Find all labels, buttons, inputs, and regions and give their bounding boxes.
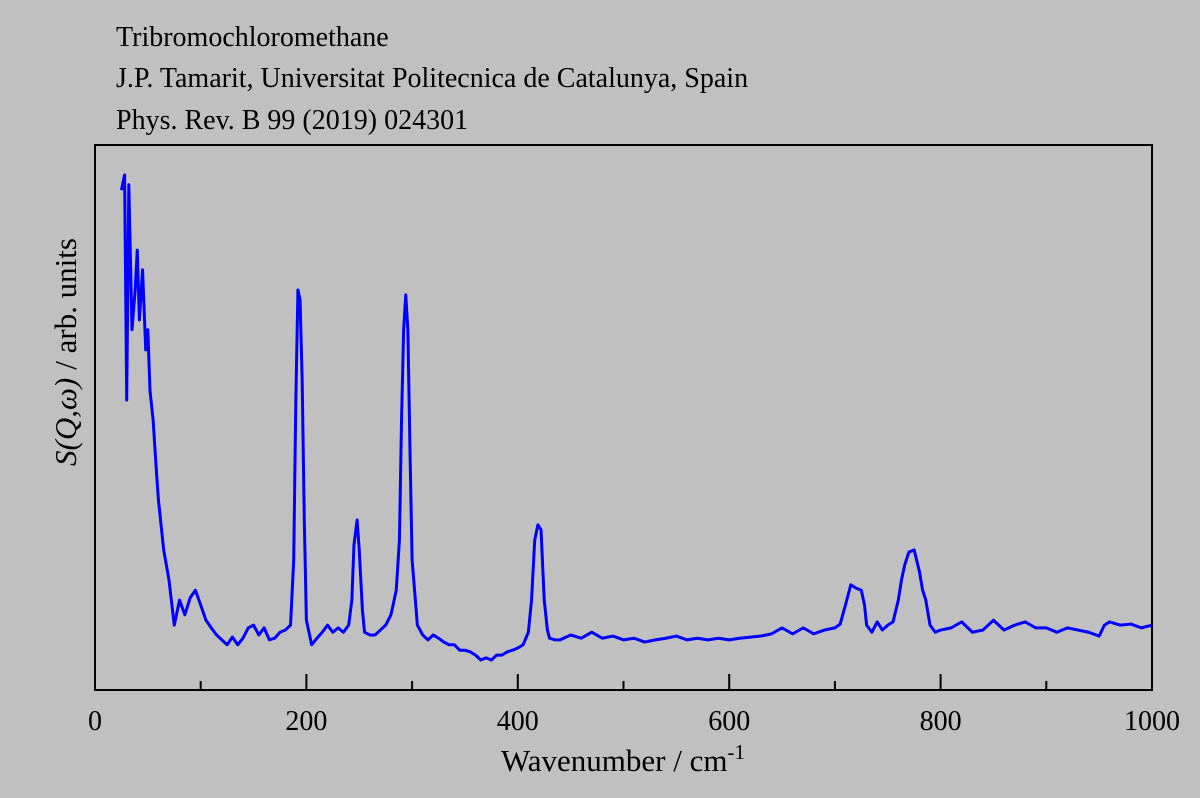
x-axis-label: Wavenumber / cm-1: [501, 740, 745, 778]
title-line: J.P. Tamarit, Universitat Politecnica de…: [116, 63, 748, 94]
x-tick-label: 600: [708, 706, 750, 737]
x-axis-label-superscript: -1: [727, 740, 745, 764]
x-tick-label: 200: [285, 706, 327, 737]
data-line: [119, 173, 1153, 662]
title-line: Tribromochloromethane: [116, 22, 389, 53]
x-tick-label: 0: [88, 706, 102, 737]
x-tick-label: 1000: [1124, 706, 1180, 737]
y-axis-label-italic: S(Q,ω): [48, 378, 83, 466]
title-line: Phys. Rev. B 99 (2019) 024301: [116, 105, 468, 136]
y-axis-label: S(Q,ω) / arb. units: [48, 238, 83, 466]
x-tick-label: 400: [497, 706, 539, 737]
x-tick-label: 800: [920, 706, 962, 737]
y-axis-label-text: / arb. units: [48, 238, 83, 370]
x-axis-label-text: Wavenumber / cm: [501, 743, 727, 778]
